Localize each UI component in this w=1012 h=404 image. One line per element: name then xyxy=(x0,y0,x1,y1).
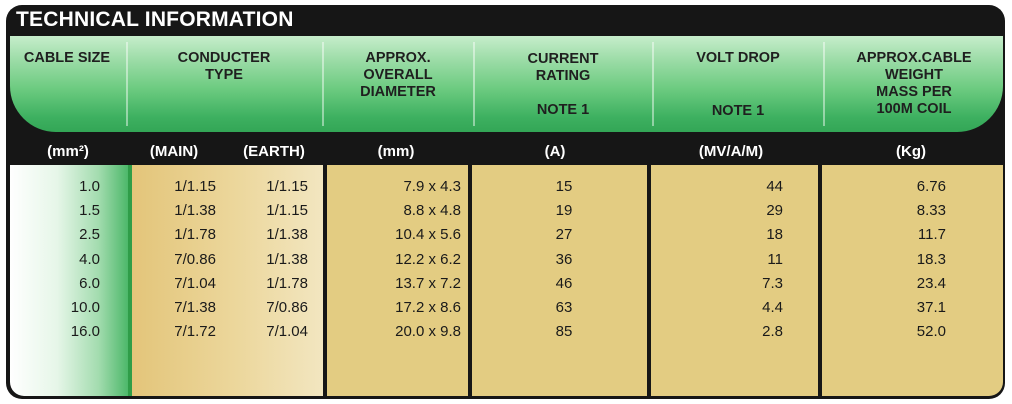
cell-earth: 7/1.04 xyxy=(266,323,308,341)
cell-weight: 23.4 xyxy=(916,274,946,292)
cell-weight: 37.1 xyxy=(916,299,946,316)
header-line: DIAMETER xyxy=(360,84,436,100)
cell-diameter: 10.4 x 5.6 xyxy=(395,226,461,244)
header-note: NOTE 1 xyxy=(536,102,590,118)
unit-earth: (EARTH) xyxy=(243,143,305,160)
table-body: 1.0 1/1.15 1/1.15 7.9 x 4.3 15 44 6.76 1.5 1/1.3… xyxy=(10,165,1003,396)
unit-volt: (MV/A/M) xyxy=(698,143,764,160)
cell-volt: 29 xyxy=(766,202,783,220)
cell-volt: 7.3 xyxy=(762,274,783,292)
header-line xyxy=(654,84,822,103)
header-cable-size: CABLE SIZE xyxy=(10,36,124,132)
header-line: APPROX. xyxy=(365,50,431,66)
cell-size: 1.0 xyxy=(79,178,100,195)
cell-main: 7/1.72 xyxy=(174,323,216,341)
cell-volt: 4.4 xyxy=(762,299,783,316)
conductor-column xyxy=(132,165,323,396)
cell-diameter: 17.2 x 8.6 xyxy=(395,299,461,316)
weight-column xyxy=(822,165,1003,396)
cell-diameter: 8.8 x 4.8 xyxy=(403,202,461,220)
unit-current: (A) xyxy=(544,143,566,160)
cell-weight: 18.3 xyxy=(916,250,946,268)
cell-earth: 1/1.38 xyxy=(266,226,308,244)
cell-main: 7/0.86 xyxy=(174,250,216,268)
header-line: CONDUCTER xyxy=(177,50,271,66)
cable-size-column xyxy=(10,165,128,396)
header-cable-weight: APPROX.CABLE WEIGHT MASS PER 100M COIL xyxy=(825,36,1003,132)
cell-volt: 18 xyxy=(766,226,783,244)
cell-current: 36 xyxy=(555,250,573,268)
header-line: CURRENT xyxy=(527,51,599,67)
cell-earth: 1/1.15 xyxy=(266,178,308,195)
header-line: MASS PER xyxy=(876,84,952,100)
cell-weight: 11.7 xyxy=(917,226,946,244)
cell-main: 1/1.15 xyxy=(174,178,216,195)
header-volt-drop: VOLT DROP NOTE 1 xyxy=(654,36,822,132)
header-band: CABLE SIZE CONDUCTER TYPE APPROX. OVERAL… xyxy=(10,36,1003,132)
header-line: APPROX.CABLE xyxy=(856,50,972,66)
header-line: CABLE SIZE xyxy=(23,50,111,66)
cell-main: 1/1.38 xyxy=(174,202,216,220)
cell-current: 46 xyxy=(555,274,573,292)
cell-weight: 8.33 xyxy=(916,202,946,220)
header-line: TYPE xyxy=(205,67,243,83)
cell-earth: 1/1.15 xyxy=(266,202,308,220)
unit-weight: (Kg) xyxy=(896,143,926,160)
header-line xyxy=(654,67,822,84)
volt-drop-column xyxy=(651,165,818,396)
unit-size: (mm²) xyxy=(47,143,89,160)
cell-size: 10.0 xyxy=(70,299,100,316)
header-line: VOLT DROP xyxy=(696,50,780,66)
header-line: 100M COIL xyxy=(876,101,952,117)
cell-size: 4.0 xyxy=(79,250,100,268)
cell-size: 2.5 xyxy=(79,226,100,244)
cell-current: 15 xyxy=(555,178,573,195)
table-title: TECHNICAL INFORMATION xyxy=(16,8,294,31)
header-note: NOTE 1 xyxy=(711,103,765,119)
cell-weight: 6.76 xyxy=(916,178,946,195)
cable-size-column-edge xyxy=(128,165,132,396)
cell-size: 6.0 xyxy=(79,274,100,292)
diameter-column xyxy=(327,165,468,396)
cell-current: 63 xyxy=(555,299,573,316)
cell-earth: 1/1.78 xyxy=(266,274,308,292)
cell-size: 16.0 xyxy=(70,323,100,341)
cell-diameter: 20.0 x 9.8 xyxy=(395,323,461,341)
cell-current: 85 xyxy=(555,323,573,341)
cell-size: 1.5 xyxy=(79,202,100,220)
cell-current: 27 xyxy=(555,226,573,244)
cell-main: 7/1.04 xyxy=(174,274,216,292)
cell-volt: 11 xyxy=(767,250,783,268)
cell-main: 7/1.38 xyxy=(174,299,216,316)
header-line xyxy=(475,85,651,102)
cell-earth: 7/0.86 xyxy=(266,299,308,316)
current-column xyxy=(472,165,647,396)
unit-diameter: (mm) xyxy=(377,143,415,160)
header-current-rating: CURRENT RATING NOTE 1 xyxy=(475,36,651,132)
cell-volt: 2.8 xyxy=(762,323,783,341)
cell-diameter: 7.9 x 4.3 xyxy=(403,178,461,195)
cell-volt: 44 xyxy=(766,178,783,195)
header-conductor-type: CONDUCTER TYPE xyxy=(128,36,320,132)
cell-diameter: 12.2 x 6.2 xyxy=(395,250,461,268)
cell-current: 19 xyxy=(555,202,573,220)
header-line: WEIGHT xyxy=(885,67,943,83)
unit-main: (MAIN) xyxy=(149,143,199,160)
header-overall-diameter: APPROX. OVERALL DIAMETER xyxy=(324,36,472,132)
cell-diameter: 13.7 x 7.2 xyxy=(395,274,461,292)
header-line: OVERALL xyxy=(363,67,433,83)
header-line: RATING xyxy=(535,68,591,84)
cell-main: 1/1.78 xyxy=(174,226,216,244)
cell-earth: 1/1.38 xyxy=(266,250,308,268)
cell-weight: 52.0 xyxy=(916,323,946,341)
